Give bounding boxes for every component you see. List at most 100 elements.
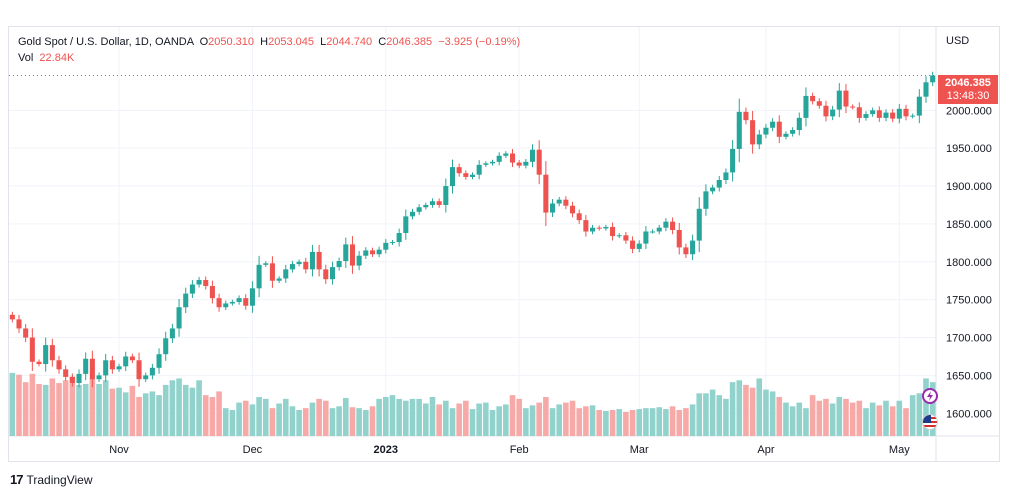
- volume-bar: [429, 397, 436, 436]
- candle-body: [883, 112, 889, 118]
- x-tick-label: Apr: [757, 444, 774, 456]
- candle-body: [249, 288, 255, 306]
- volume-bar: [322, 400, 329, 436]
- candle-body: [776, 121, 782, 137]
- candle-body: [229, 301, 235, 304]
- candle-body: [323, 269, 329, 280]
- volume-bar: [849, 402, 856, 436]
- volume-bar: [362, 410, 369, 436]
- candle-body: [409, 211, 416, 217]
- volume-bar: [209, 397, 216, 436]
- candle-body: [36, 361, 42, 365]
- candle-body: [556, 199, 562, 204]
- volume-bar: [523, 408, 529, 436]
- candle-body: [496, 155, 502, 162]
- volume-bar: [809, 395, 816, 436]
- volume-bar: [242, 400, 249, 436]
- candle-body: [156, 354, 162, 368]
- volume-bar: [556, 404, 562, 436]
- volume-bar: [716, 395, 723, 436]
- candle-body: [910, 115, 916, 117]
- y-tick-label: 1650.000: [946, 370, 992, 382]
- candle-body: [603, 226, 609, 229]
- volume-bar: [469, 409, 476, 436]
- candle-body: [896, 108, 902, 119]
- volume-bar: [836, 397, 843, 436]
- volume-bar: [269, 408, 276, 436]
- candle-body: [730, 148, 736, 173]
- volume-bar: [829, 403, 836, 436]
- candle-body: [576, 213, 582, 221]
- candle-body: [303, 261, 309, 270]
- candle-body: [403, 216, 409, 234]
- candle-body: [276, 278, 282, 281]
- candle-body: [449, 167, 456, 187]
- candle-body: [316, 251, 322, 270]
- volume-bar: [723, 398, 729, 436]
- volume-bar: [176, 378, 182, 436]
- volume-bar: [76, 384, 82, 436]
- high-label: H: [260, 36, 269, 48]
- volume-bar: [549, 408, 556, 436]
- volume-bar: [476, 403, 482, 436]
- volume-bar: [769, 391, 776, 436]
- candle-body: [790, 130, 796, 134]
- volume-bar: [162, 384, 169, 436]
- volume-bar: [876, 405, 883, 436]
- currency-label[interactable]: USD: [946, 35, 970, 47]
- volume-bar: [449, 408, 456, 436]
- candle-body: [596, 227, 602, 229]
- candle-body: [69, 376, 75, 383]
- volume-bar: [543, 397, 549, 436]
- candle-body: [383, 242, 389, 250]
- volume-bar: [102, 380, 109, 436]
- candle-body: [149, 367, 155, 376]
- volume-bar: [869, 402, 876, 436]
- volume-bar: [169, 380, 176, 436]
- candle-body: [763, 127, 769, 135]
- candle-body: [770, 121, 776, 128]
- volume-bar: [516, 398, 522, 436]
- volume-bar: [843, 398, 849, 436]
- candle-body: [436, 201, 442, 205]
- volume-bar: [729, 382, 736, 436]
- candle-body: [583, 220, 589, 232]
- candle-body: [469, 174, 476, 177]
- volume-bar: [182, 384, 189, 436]
- candle-body: [923, 82, 929, 97]
- volume-bar: [756, 378, 763, 436]
- candle-body: [183, 293, 189, 308]
- candle-body: [716, 179, 722, 188]
- symbol-title[interactable]: Gold Spot / U.S. Dollar, 1D, OANDA: [18, 36, 194, 48]
- candle-body: [630, 240, 636, 249]
- volume-bar: [436, 404, 442, 436]
- candle-body: [356, 255, 362, 266]
- candle-body: [836, 90, 842, 110]
- candle-body: [363, 250, 369, 256]
- candle-body: [109, 360, 115, 370]
- low-label: L: [320, 36, 327, 48]
- volume-bar: [536, 402, 542, 436]
- volume-bar: [262, 398, 269, 436]
- volume-bar: [22, 382, 29, 436]
- last-price-badge: 2046.385 13:48:30: [938, 75, 998, 104]
- volume-bar: [222, 408, 229, 436]
- volume-bar: [823, 398, 829, 436]
- candle-body: [843, 90, 849, 107]
- candle-body: [129, 356, 135, 361]
- lightning-icon[interactable]: [922, 388, 938, 404]
- us-flag-icon[interactable]: [922, 414, 938, 430]
- candle-body: [736, 111, 742, 149]
- bar-countdown: 13:48:30: [946, 90, 990, 102]
- tradingview-logo[interactable]: 17 TradingView: [10, 472, 93, 487]
- volume-bar: [96, 384, 102, 436]
- y-tick-label: 2000.000: [946, 105, 992, 117]
- candle-body: [670, 221, 676, 230]
- volume-bar: [929, 382, 936, 436]
- volume-label[interactable]: Vol: [18, 52, 34, 64]
- candle-body: [376, 249, 382, 255]
- candle-body: [623, 235, 629, 241]
- candle-body: [703, 191, 709, 209]
- volume-bar: [416, 398, 422, 436]
